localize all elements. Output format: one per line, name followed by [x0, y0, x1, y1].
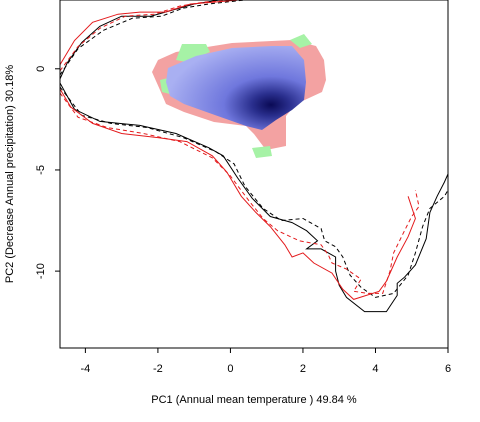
green-region-lower	[252, 146, 272, 158]
y-tick-label: -5	[35, 165, 47, 175]
niche-density-regions	[152, 34, 326, 158]
x-tick-label: 0	[227, 363, 233, 375]
blue-density-region	[166, 46, 306, 130]
x-tick-label: 6	[445, 363, 451, 375]
x-tick-label: 2	[300, 363, 306, 375]
x-tick-label: -4	[80, 363, 90, 375]
contour-red-dashed-6	[60, 0, 242, 72]
contour-black-solid-1	[60, 82, 448, 313]
y-axis-label: PC2 (Decrease Annual precipitation) 30.1…	[4, 65, 16, 284]
contour-black-dashed-3	[60, 86, 448, 298]
y-tick-label: -10	[35, 263, 47, 279]
contour-red-dashed-7	[60, 92, 420, 294]
x-axis-label: PC1 (Annual mean temperature ) 49.84 %	[151, 394, 357, 406]
x-tick-label: -2	[153, 363, 163, 375]
x-tick-label: 4	[372, 363, 378, 375]
y-axis: 0 -5 -10	[35, 66, 60, 279]
plot-frame	[59, 0, 449, 349]
x-axis: -4 -2 0 2 4 6	[80, 348, 451, 375]
contour-red-solid-4	[60, 0, 238, 65]
y-tick-label: 0	[35, 66, 47, 72]
contour-black-dashed-2	[60, 0, 245, 76]
green-region-right	[290, 34, 312, 48]
contour-lines	[60, 0, 448, 313]
green-region	[176, 44, 210, 62]
